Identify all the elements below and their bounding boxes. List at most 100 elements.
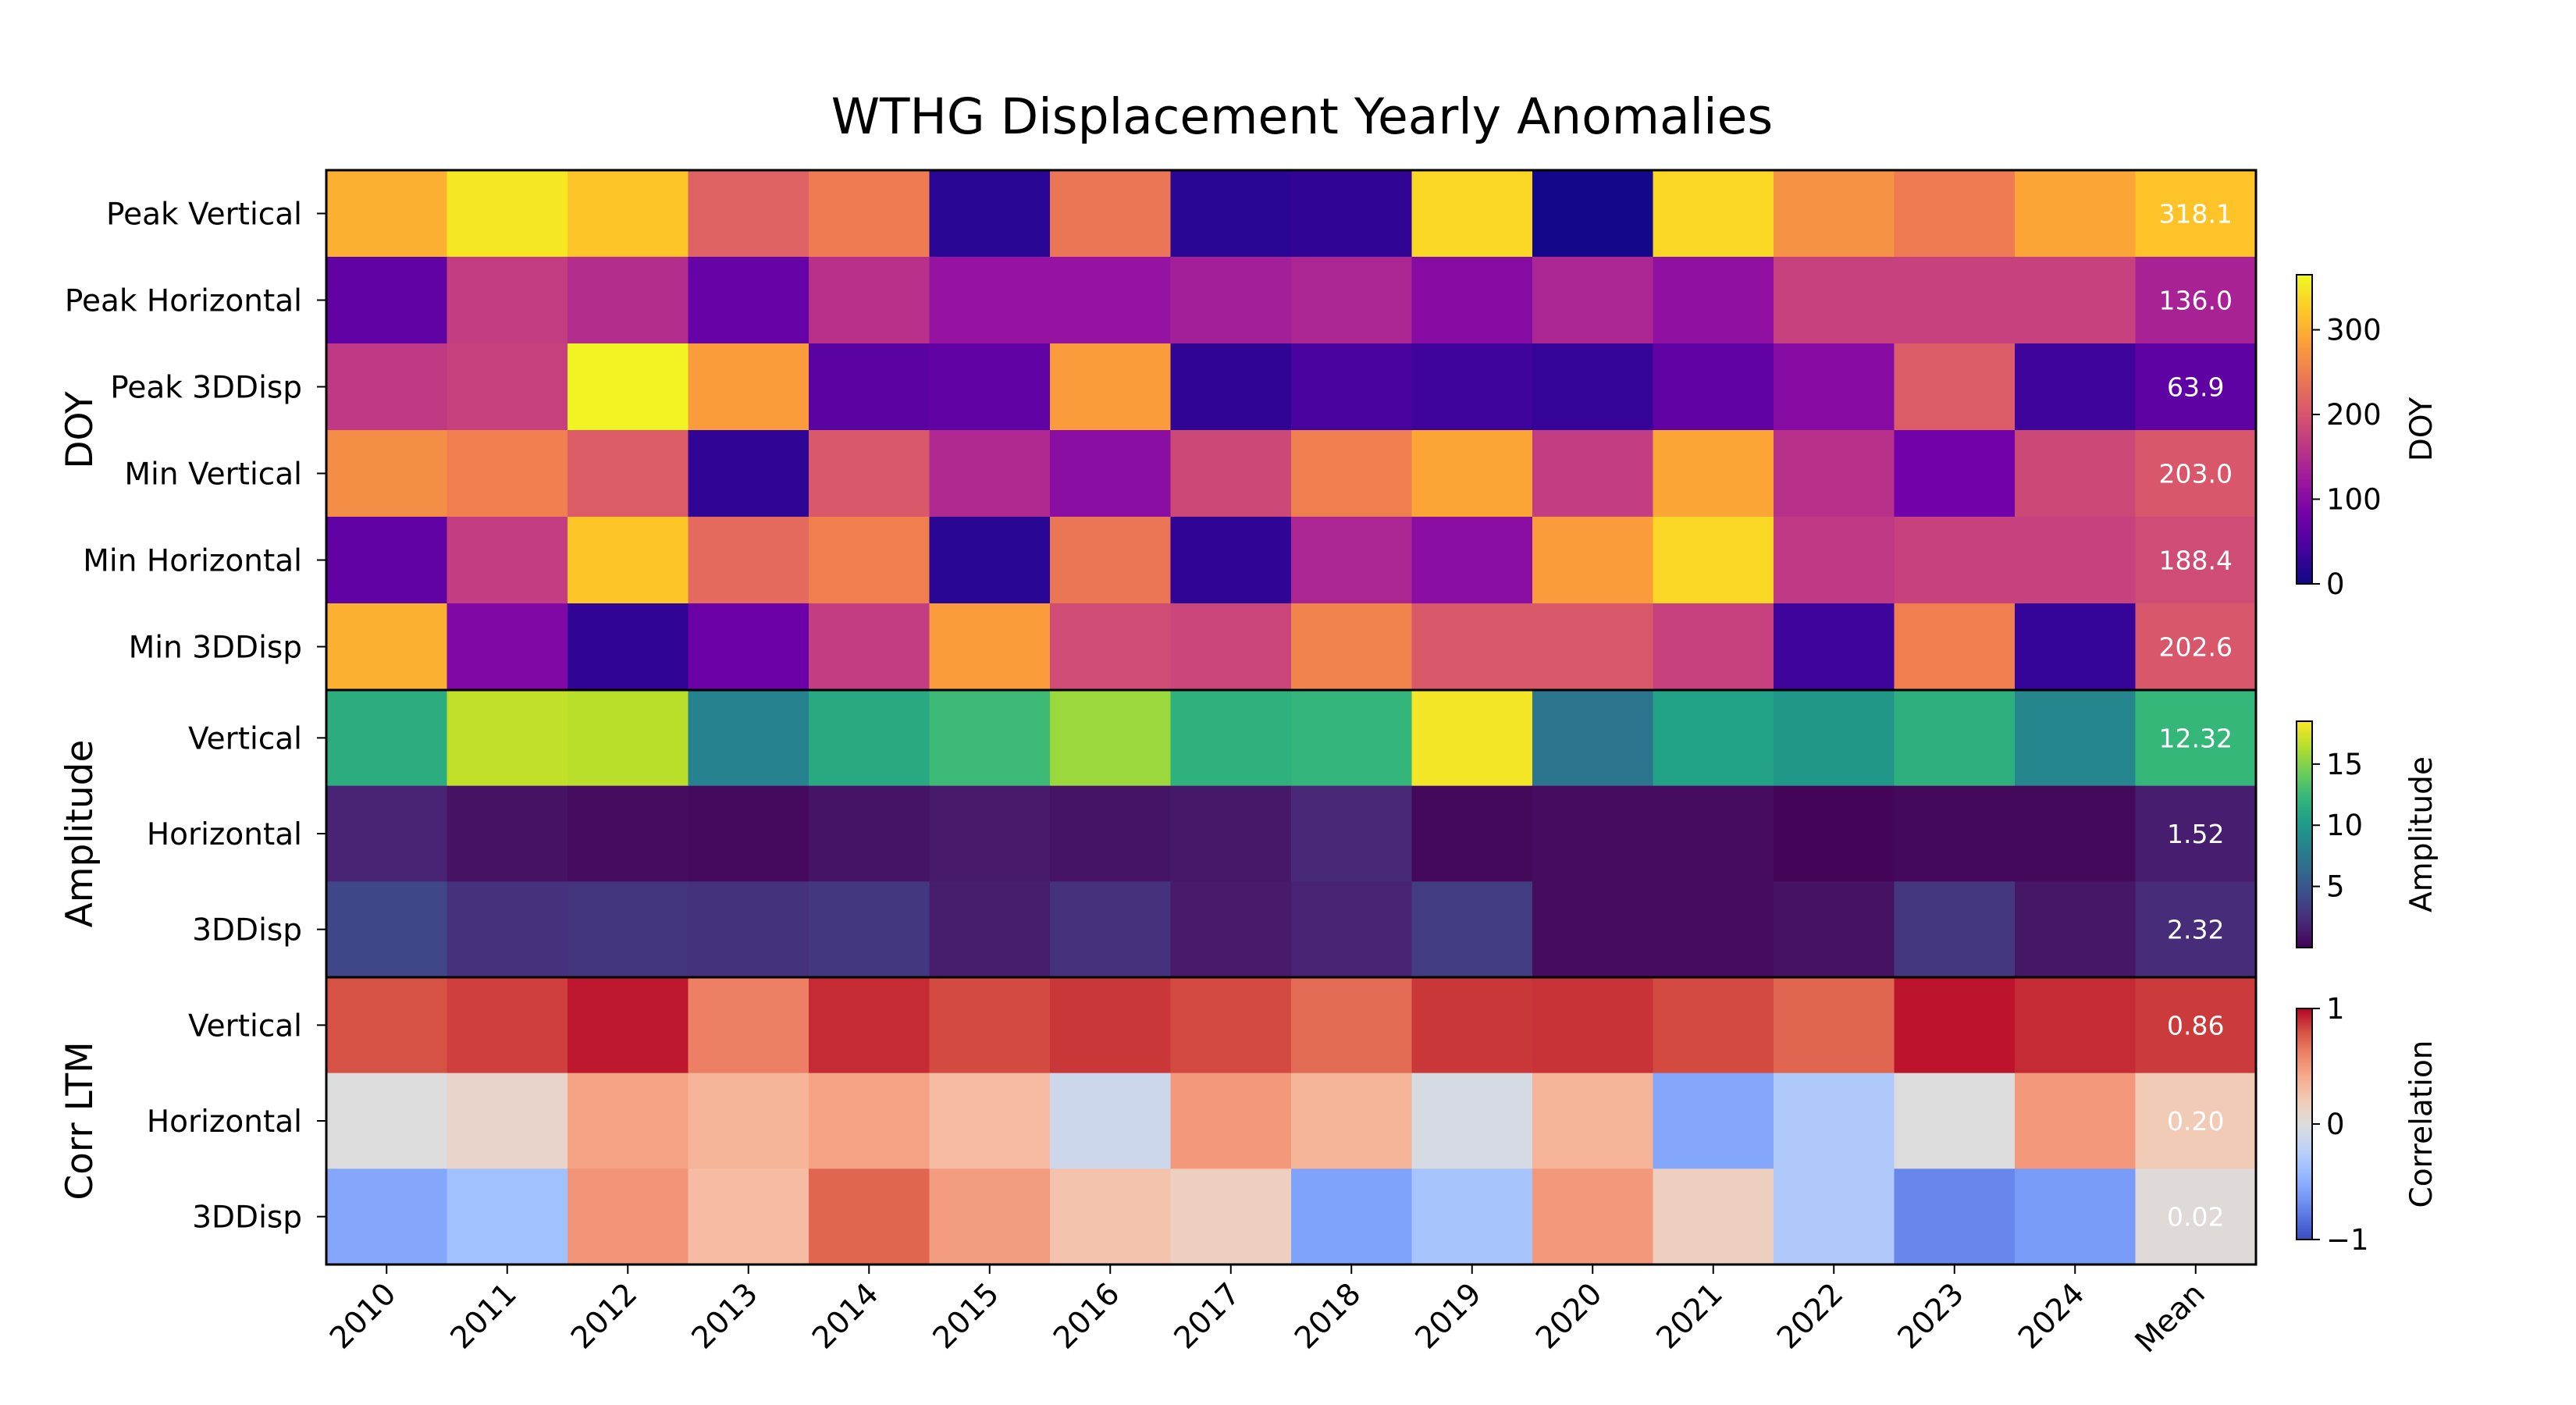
heatmap-cell bbox=[1170, 1168, 1292, 1265]
heatmap-cell bbox=[1774, 257, 1895, 344]
heatmap-cell bbox=[1050, 430, 1172, 518]
heatmap-cell bbox=[1170, 881, 1292, 978]
heatmap-cell bbox=[1050, 785, 1172, 882]
heatmap-cell bbox=[1050, 1072, 1172, 1169]
heatmap-cell bbox=[2015, 170, 2137, 258]
heatmap-cell bbox=[2015, 430, 2137, 518]
heatmap-cell bbox=[929, 170, 1051, 258]
mean-value-label: 136.0 bbox=[2159, 286, 2233, 316]
heatmap-cell bbox=[1894, 690, 2016, 787]
heatmap-cell bbox=[1050, 257, 1172, 344]
heatmap-cell bbox=[447, 1072, 568, 1169]
colorbar-tick-label: 1 bbox=[2326, 992, 2345, 1026]
heatmap-cell bbox=[1653, 1072, 1774, 1169]
heatmap-cell bbox=[929, 517, 1051, 604]
heatmap-cell bbox=[1291, 430, 1413, 518]
heatmap-cell bbox=[1532, 343, 1654, 431]
mean-value-label: 202.6 bbox=[2159, 632, 2233, 663]
row-label: Vertical bbox=[188, 721, 302, 756]
heatmap-cell bbox=[1170, 603, 1292, 691]
heatmap-cell bbox=[1411, 1072, 1533, 1169]
heatmap-cell bbox=[809, 517, 930, 604]
row-label: Vertical bbox=[188, 1008, 302, 1044]
heatmap-cell bbox=[1411, 1168, 1533, 1265]
heatmap-cell bbox=[1291, 785, 1413, 882]
heatmap-cell bbox=[568, 1168, 689, 1265]
heatmap-cell bbox=[809, 257, 930, 344]
colorbar-tick-label: 0 bbox=[2326, 567, 2345, 601]
heatmap-cell bbox=[1291, 881, 1413, 978]
heatmap-cell bbox=[1532, 1168, 1654, 1265]
heatmap-cell bbox=[688, 785, 809, 882]
heatmap-cell bbox=[1532, 517, 1654, 604]
colorbar-label: DOY bbox=[2404, 397, 2439, 462]
heatmap-cell bbox=[809, 603, 930, 691]
heatmap-cell bbox=[2135, 343, 2257, 431]
column-label: 2024 bbox=[2012, 1276, 2091, 1356]
heatmap-cell bbox=[1291, 170, 1413, 258]
column-label: 2022 bbox=[1770, 1276, 1850, 1356]
heatmap-cell bbox=[809, 430, 930, 518]
heatmap-cell bbox=[1653, 343, 1774, 431]
row-label: Horizontal bbox=[147, 817, 302, 852]
mean-value-label: 63.9 bbox=[2167, 372, 2224, 403]
heatmap-cell bbox=[1411, 517, 1533, 604]
heatmap-cell bbox=[1774, 785, 1895, 882]
heatmap-cell bbox=[568, 1072, 689, 1169]
heatmap-cell bbox=[1894, 257, 2016, 344]
heatmap-cell bbox=[1653, 977, 1774, 1074]
column-label: 2011 bbox=[444, 1276, 524, 1356]
heatmap-cell bbox=[1653, 690, 1774, 787]
heatmap-cell bbox=[326, 881, 448, 978]
heatmap-cell bbox=[2135, 430, 2257, 518]
heatmap-cell bbox=[568, 785, 689, 882]
heatmap-cell bbox=[809, 785, 930, 882]
heatmap-cell bbox=[1170, 517, 1292, 604]
heatmap-cell bbox=[1050, 170, 1172, 258]
heatmap-cell bbox=[1170, 257, 1292, 344]
heatmap-cell bbox=[1894, 430, 2016, 518]
heatmap-cell bbox=[1653, 603, 1774, 691]
heatmap-cell bbox=[1894, 1072, 2016, 1169]
heatmap-cell bbox=[568, 430, 689, 518]
colorbar-tick-label: 0 bbox=[2326, 1108, 2345, 1141]
mean-value-label: 203.0 bbox=[2159, 459, 2233, 489]
heatmap-cell bbox=[568, 257, 689, 344]
heatmap-cell bbox=[929, 977, 1051, 1074]
heatmap-cell bbox=[1050, 977, 1172, 1074]
heatmap-cell bbox=[326, 257, 448, 344]
heatmap-cell bbox=[1411, 977, 1533, 1074]
heatmap-cell bbox=[1411, 343, 1533, 431]
heatmap-cell bbox=[1532, 1072, 1654, 1169]
heatmap-cell bbox=[1532, 881, 1654, 978]
heatmap-cell bbox=[1050, 603, 1172, 691]
heatmap-cell bbox=[2135, 785, 2257, 882]
heatmap-cell bbox=[326, 170, 448, 258]
heatmap-cell bbox=[2015, 881, 2137, 978]
heatmap-cell bbox=[568, 170, 689, 258]
heatmap-cell bbox=[1291, 1072, 1413, 1169]
heatmap-cell bbox=[1532, 690, 1654, 787]
heatmap-cell bbox=[929, 690, 1051, 787]
row-labels: Peak Vertical Peak Horizontal Peak 3DDisp M… bbox=[65, 197, 326, 1236]
heatmap-cell bbox=[688, 690, 809, 787]
heatmap-cell bbox=[929, 881, 1051, 978]
heatmap-cell bbox=[1411, 430, 1533, 518]
heatmap-cell bbox=[1894, 1168, 2016, 1265]
heatmap-cell bbox=[1170, 1072, 1292, 1169]
column-label: 2016 bbox=[1047, 1276, 1126, 1356]
group-labels: DOY Amplitude Corr LTM bbox=[59, 391, 101, 1200]
heatmap-cell bbox=[1653, 170, 1774, 258]
heatmap-cell bbox=[326, 977, 448, 1074]
column-labels: 2010 2011 2012 2013 2014 2015 2016 2017 2018 2019… bbox=[323, 1264, 2212, 1360]
heatmap-cell bbox=[2135, 257, 2257, 344]
heatmap-cell bbox=[1291, 343, 1413, 431]
heatmap-cells: 318.1 136.0 63.9 203.0 188.4 202.6 12.32 1.52 2.… bbox=[326, 170, 2257, 1265]
heatmap-cell bbox=[1774, 170, 1895, 258]
heatmap-cell bbox=[2015, 1168, 2137, 1265]
heatmap-cell bbox=[1532, 977, 1654, 1074]
heatmap-cell bbox=[929, 257, 1051, 344]
heatmap-cell bbox=[326, 1168, 448, 1265]
column-label: 2018 bbox=[1288, 1276, 1368, 1356]
column-label: 2020 bbox=[1529, 1276, 1609, 1356]
